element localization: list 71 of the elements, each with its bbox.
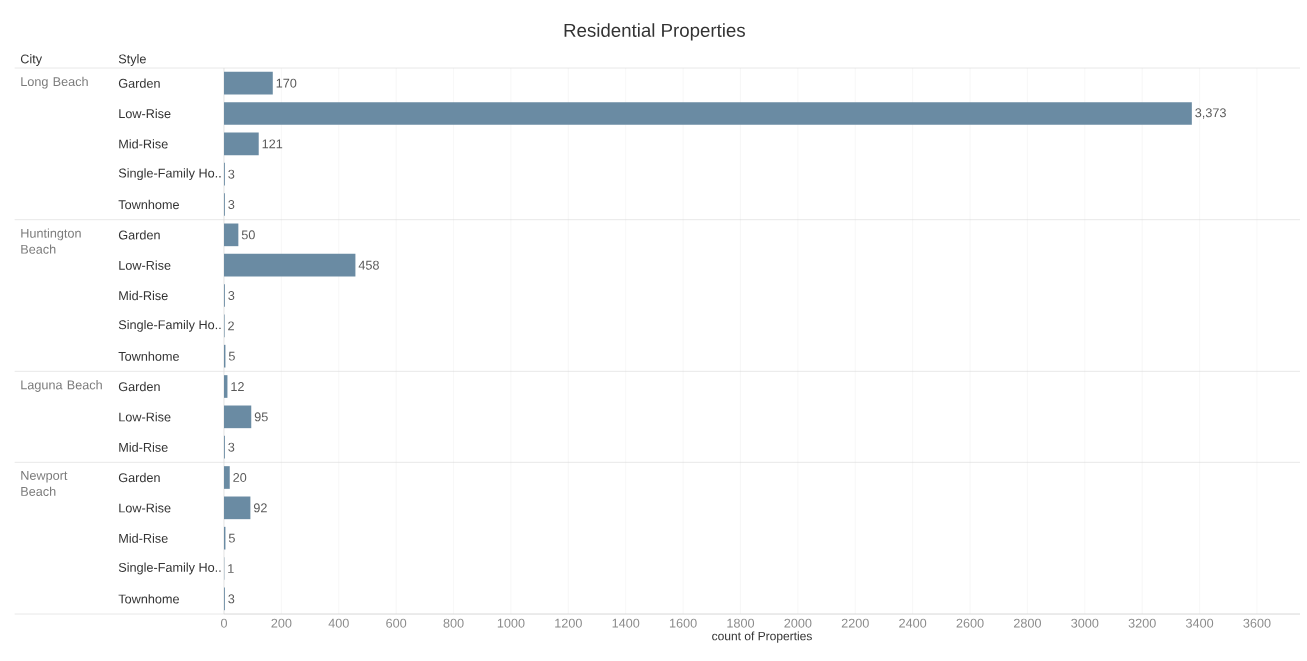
bar [224, 405, 252, 429]
data-label: 170 [276, 78, 297, 88]
data-label: 2 [228, 321, 234, 331]
y-tick-label: Garden [118, 472, 160, 483]
x-tick-label: 3200 [1128, 618, 1156, 628]
bar [224, 223, 239, 247]
y-tick-label: Garden [118, 230, 160, 240]
x-tick-label: 1800 [727, 618, 755, 628]
y-tick-label: Mid-Rise [119, 139, 168, 149]
y-tick-label: Garden [118, 381, 160, 392]
text: Huntington Beach [21, 228, 81, 254]
y-tick-label: Townhome [118, 594, 179, 604]
x-tick-label: 2400 [899, 618, 927, 628]
y-tick-label: Garden [118, 78, 160, 88]
data-label: 458 [358, 260, 379, 270]
y-tick-label: Low-Rise [119, 260, 171, 270]
data-label: 5 [228, 351, 235, 361]
data-label: 3 [228, 442, 235, 452]
data-label: 12 [231, 382, 244, 391]
data-label: 3,373 [1195, 108, 1226, 119]
x-tick-label: 3400 [1185, 618, 1214, 628]
data-label: 95 [254, 412, 268, 422]
x-axis-title: count of Properties [712, 631, 812, 643]
bar [224, 132, 259, 156]
x-tick-label: 2800 [1013, 618, 1041, 628]
text: Style [118, 54, 146, 66]
data-label: 3 [228, 291, 235, 300]
x-tick-label: 2200 [841, 618, 869, 628]
data-label: 5 [228, 533, 235, 543]
data-label: 3 [228, 200, 235, 209]
y-tick-label: Mid-Rise [119, 290, 168, 301]
bar [224, 496, 251, 520]
x-tick-label: 1000 [497, 618, 525, 628]
data-label: 92 [253, 503, 267, 513]
data-label: 20 [233, 473, 247, 482]
y-tick-label: Single-Family Ho.. [118, 562, 221, 575]
bar [224, 253, 356, 277]
x-tick-label: 1200 [555, 618, 582, 628]
x-tick-label: 400 [328, 618, 349, 628]
data-label: 3 [228, 594, 235, 604]
x-tick-label: 0 [220, 618, 228, 628]
y-tick-label: Low-Rise [119, 108, 171, 119]
y-tick-label: Townhome [118, 351, 179, 361]
text: Long Beach [21, 76, 88, 89]
x-tick-label: 2000 [784, 618, 812, 628]
bar [224, 71, 273, 95]
y-tick-label: Low-Rise [119, 412, 171, 422]
y-tick-label: Townhome [118, 199, 179, 210]
x-tick-label: 1600 [669, 618, 697, 628]
text: Laguna Beach [21, 380, 102, 392]
x-tick-label: 1400 [612, 618, 640, 628]
x-tick-label: 2600 [956, 618, 984, 628]
bar [224, 466, 230, 489]
chart-title: Residential Properties [564, 23, 745, 41]
x-tick-label: 600 [386, 618, 407, 628]
y-tick-label: Low-Rise [119, 503, 171, 513]
bar [224, 102, 1192, 125]
y-tick-label: Single-Family Ho.. [118, 168, 221, 181]
x-tick-label: 200 [271, 618, 292, 628]
y-tick-label: Single-Family Ho.. [118, 319, 221, 332]
x-tick-label: 3600 [1243, 618, 1271, 628]
text: City [20, 54, 43, 66]
data-label: 121 [262, 139, 283, 149]
y-tick-label: Mid-Rise [119, 533, 168, 543]
data-label: 50 [241, 230, 255, 240]
x-tick-label: 800 [443, 618, 464, 628]
data-label: 3 [228, 169, 235, 179]
data-label: 1 [228, 564, 234, 573]
y-tick-label: Mid-Rise [119, 442, 168, 452]
x-tick-label: 3000 [1071, 618, 1099, 628]
text: Newport Beach [21, 471, 68, 496]
